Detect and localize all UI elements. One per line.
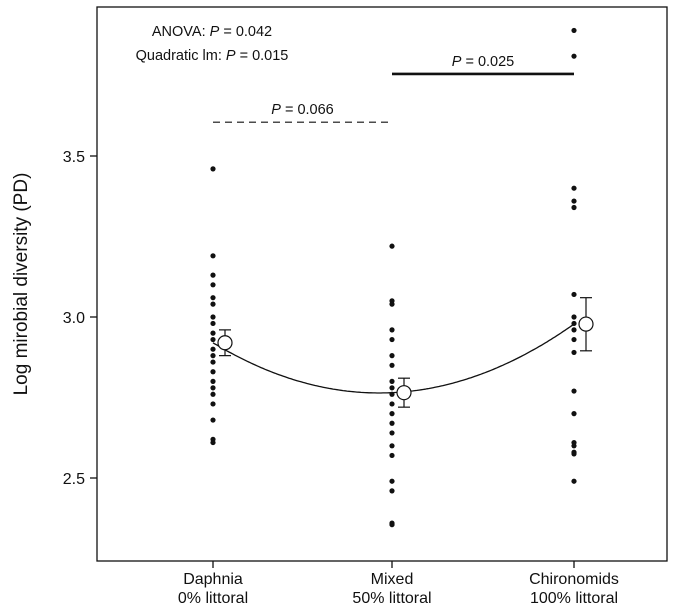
data-point <box>210 346 216 352</box>
data-point <box>210 439 216 446</box>
y-axis-label: Log mirobial diversity (PD) <box>11 173 32 396</box>
data-point <box>210 401 216 407</box>
data-point <box>210 253 216 259</box>
x-tick-label: Daphnia <box>183 571 243 588</box>
p-symbol: P <box>271 102 281 118</box>
data-point <box>571 53 577 59</box>
data-point <box>210 295 216 301</box>
data-point <box>210 282 216 288</box>
data-point <box>571 204 577 211</box>
data-point <box>210 378 216 384</box>
comparison-p-label: P = 0.025 <box>452 54 514 70</box>
data-point <box>389 488 395 494</box>
data-point <box>571 443 577 449</box>
group-means <box>217 297 594 408</box>
x-tick-label: Mixed <box>371 571 414 588</box>
x-tick-sublabel: 0% littoral <box>178 590 248 606</box>
data-point <box>571 349 577 356</box>
data-point <box>210 353 216 359</box>
data-point <box>571 314 577 320</box>
data-point <box>210 369 216 375</box>
data-point <box>389 452 395 459</box>
mean-marker <box>396 385 412 401</box>
data-point <box>389 391 395 397</box>
data-point <box>571 291 577 298</box>
data-point <box>389 478 395 484</box>
data-point <box>389 420 395 426</box>
data-point <box>389 430 395 436</box>
mean-marker <box>578 316 594 332</box>
data-point <box>389 378 395 384</box>
x-tick-sublabel: 100% littoral <box>530 590 618 606</box>
p-value: = 0.025 <box>461 54 514 70</box>
comparison-p-label: P = 0.066 <box>271 102 333 118</box>
data-point <box>571 327 577 333</box>
y-axis: 2.5 3.0 3.5 <box>63 149 97 488</box>
x-tick-label: Chironomids <box>529 571 619 588</box>
data-point <box>389 336 395 343</box>
quadratic-lm-annotation: Quadratic lm: P = 0.015 <box>136 48 289 64</box>
data-point <box>571 478 577 484</box>
data-point <box>389 362 395 368</box>
data-point <box>389 243 395 249</box>
plot-frame <box>96 6 668 562</box>
y-tick-label: 3.0 <box>63 310 85 327</box>
data-point <box>389 401 395 407</box>
data-point <box>210 417 216 423</box>
data-point <box>210 336 216 343</box>
data-point <box>389 301 395 307</box>
y-tick-label: 3.5 <box>63 149 85 166</box>
p-value: = 0.066 <box>281 102 334 118</box>
mean-marker <box>217 335 233 351</box>
data-point <box>571 411 577 417</box>
data-point <box>389 411 395 417</box>
data-point <box>389 385 395 391</box>
data-point <box>210 301 216 307</box>
data-points <box>210 27 577 528</box>
data-point <box>210 320 216 327</box>
data-point <box>571 198 577 204</box>
data-point <box>571 388 577 394</box>
p-symbol: P <box>452 54 462 70</box>
data-point <box>210 166 216 172</box>
y-tick-label: 2.5 <box>63 471 85 488</box>
data-point <box>571 185 577 191</box>
anova-annotation: ANOVA: P = 0.042 <box>152 24 272 40</box>
data-point <box>389 443 395 449</box>
data-point <box>389 327 395 333</box>
data-point <box>389 353 395 359</box>
data-point <box>571 320 577 327</box>
data-point <box>571 27 577 34</box>
x-tick-sublabel: 50% littoral <box>352 590 431 606</box>
data-point <box>210 272 216 278</box>
data-point <box>210 314 216 320</box>
data-point <box>571 451 577 457</box>
x-axis: Daphnia 0% littoral Mixed 50% littoral Chiro… <box>178 561 619 606</box>
data-point <box>210 330 216 336</box>
data-point <box>389 522 395 528</box>
data-point <box>210 385 216 391</box>
data-point <box>210 391 216 397</box>
data-point <box>210 359 216 365</box>
data-point <box>571 336 577 343</box>
